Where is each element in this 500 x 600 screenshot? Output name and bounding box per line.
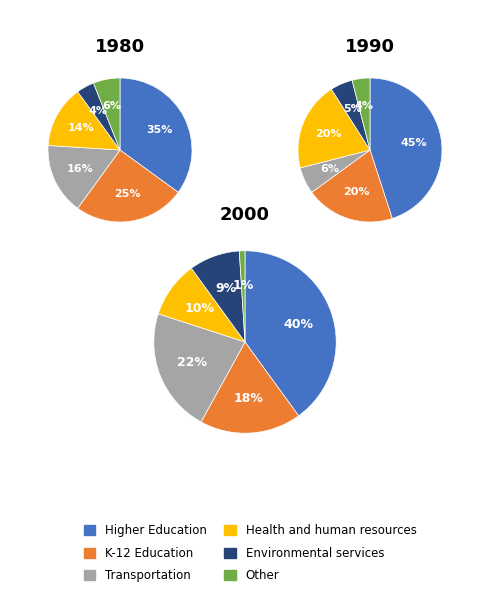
Text: 18%: 18% — [234, 392, 264, 405]
Legend: Higher Education, K-12 Education, Transportation, Health and human resources, En: Higher Education, K-12 Education, Transp… — [78, 518, 422, 588]
Wedge shape — [94, 78, 120, 150]
Text: 9%: 9% — [216, 282, 236, 295]
Wedge shape — [48, 92, 120, 150]
Wedge shape — [370, 78, 442, 218]
Wedge shape — [120, 78, 192, 193]
Text: 5%: 5% — [343, 104, 361, 114]
Text: 1%: 1% — [232, 279, 254, 292]
Wedge shape — [158, 268, 245, 342]
Text: 40%: 40% — [284, 318, 314, 331]
Wedge shape — [352, 78, 370, 150]
Wedge shape — [48, 145, 120, 208]
Text: 20%: 20% — [343, 187, 369, 197]
Wedge shape — [78, 83, 120, 150]
Text: 6%: 6% — [102, 101, 121, 111]
Wedge shape — [192, 251, 245, 342]
Text: 25%: 25% — [114, 189, 140, 199]
Title: 2000: 2000 — [220, 206, 270, 224]
Wedge shape — [78, 150, 178, 222]
Text: 45%: 45% — [401, 138, 427, 148]
Text: 14%: 14% — [68, 124, 94, 133]
Title: 1990: 1990 — [345, 38, 395, 56]
Text: 4%: 4% — [355, 101, 374, 111]
Wedge shape — [300, 150, 370, 193]
Text: 35%: 35% — [146, 125, 173, 135]
Wedge shape — [312, 150, 392, 222]
Text: 4%: 4% — [89, 106, 108, 116]
Wedge shape — [332, 80, 370, 150]
Wedge shape — [240, 251, 245, 342]
Text: 20%: 20% — [315, 128, 342, 139]
Title: 1980: 1980 — [95, 38, 145, 56]
Text: 16%: 16% — [66, 164, 93, 174]
Wedge shape — [154, 314, 245, 422]
Wedge shape — [298, 89, 370, 168]
Text: 10%: 10% — [184, 302, 214, 315]
Text: 22%: 22% — [178, 356, 208, 370]
Wedge shape — [245, 251, 336, 416]
Text: 6%: 6% — [320, 164, 339, 174]
Wedge shape — [201, 342, 298, 433]
